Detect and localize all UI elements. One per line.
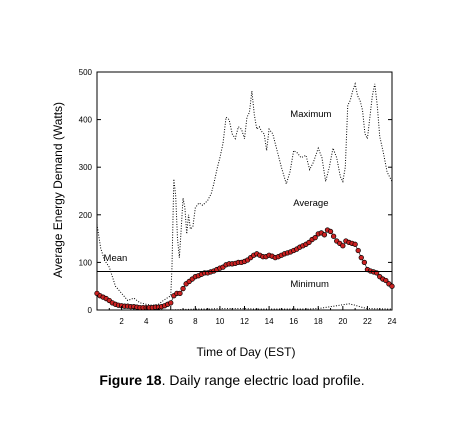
- figure-caption: Figure 18. Daily range electric load pro…: [0, 372, 464, 388]
- average-data-point: [352, 241, 358, 247]
- annotation-average: Average: [293, 198, 328, 209]
- plot-border: [96, 71, 393, 311]
- series-layer: [94, 82, 395, 311]
- average-data-point: [168, 300, 174, 306]
- x-tick-label: 4: [144, 317, 149, 326]
- average-data-point: [327, 228, 334, 235]
- y-tick-label: 400: [79, 116, 93, 125]
- x-tick-label: 22: [363, 317, 372, 326]
- y-tick-label: 0: [88, 306, 93, 315]
- average-data-point: [355, 247, 361, 254]
- figure-caption-label: Figure 18: [99, 372, 162, 388]
- annotation-mean: Mean: [104, 253, 128, 264]
- x-tick-label: 6: [169, 317, 174, 326]
- x-axis-title: Time of Day (EST): [197, 345, 296, 359]
- average-data-point: [389, 283, 395, 289]
- y-tick-label: 500: [79, 68, 93, 77]
- y-axis-title: Average Energy Demand (Watts): [51, 102, 65, 278]
- average-data-point: [312, 234, 318, 241]
- average-data-point: [321, 232, 328, 238]
- maximum-series-line: [96, 82, 393, 306]
- x-tick-label: 14: [265, 317, 274, 326]
- x-tick-label: 2: [119, 317, 124, 326]
- plot-frame: [96, 71, 393, 311]
- average-data-point: [180, 285, 186, 292]
- annotation-layer: Maximum Average Mean Minimum: [104, 109, 332, 290]
- average-data-point: [177, 290, 183, 296]
- annotation-maximum: Maximum: [290, 109, 331, 120]
- figure-caption-text: . Daily range electric load profile.: [161, 372, 365, 388]
- x-tick-label: 12: [240, 317, 249, 326]
- average-data-point: [358, 254, 364, 261]
- y-tick-label: 300: [79, 163, 93, 172]
- x-tick-label: 16: [289, 317, 298, 326]
- x-tick-label: 24: [388, 317, 397, 326]
- annotation-minimum: Minimum: [290, 279, 329, 290]
- average-data-point: [340, 243, 346, 249]
- x-tick-label: 18: [314, 317, 323, 326]
- x-tick-label: 20: [338, 317, 347, 326]
- y-tick-label: 100: [79, 258, 93, 267]
- average-data-point: [330, 233, 337, 239]
- x-tick-label: 8: [193, 317, 198, 326]
- average-data-point: [361, 259, 367, 266]
- average-data-point: [383, 277, 389, 284]
- x-tick-label: 10: [215, 317, 224, 326]
- y-tick-label: 200: [79, 211, 93, 220]
